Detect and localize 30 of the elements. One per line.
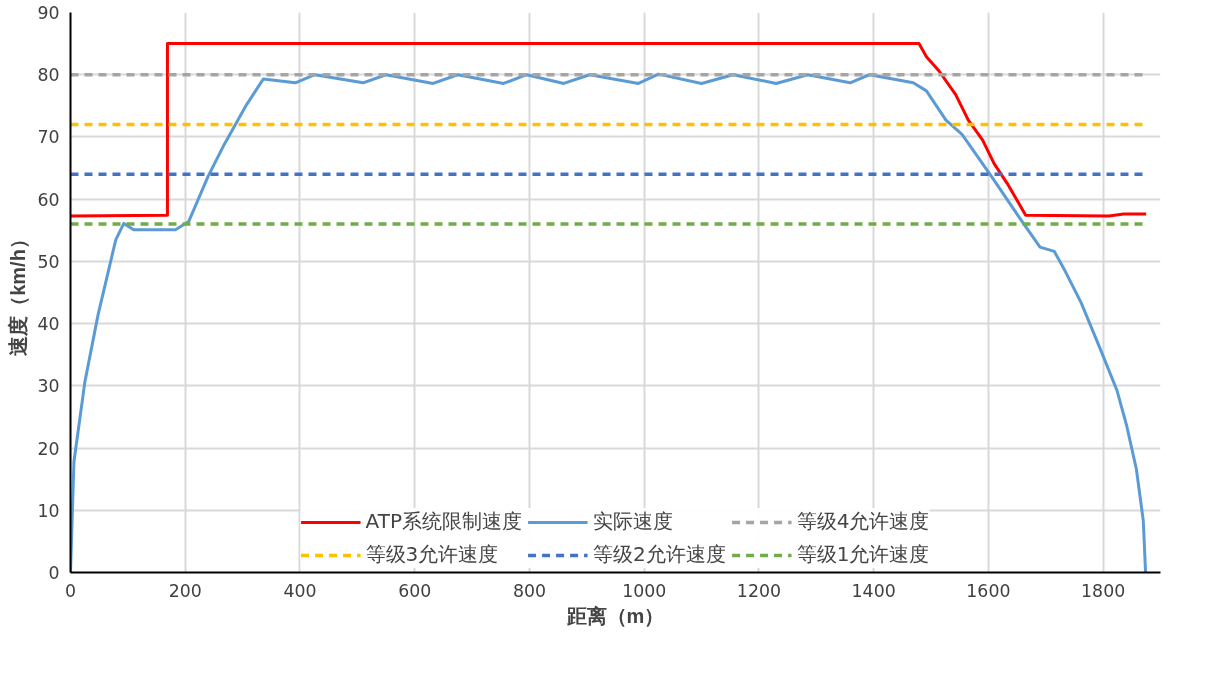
x-tick-label: 800 xyxy=(512,580,546,601)
y-tick-label: 80 xyxy=(37,65,60,86)
legend-label: 等级1允许速度 xyxy=(796,541,930,568)
x-tick-label: 200 xyxy=(168,580,202,601)
x-tick-label: 0 xyxy=(64,580,77,601)
legend-label: ATP系统限制速度 xyxy=(365,508,522,535)
x-tick-label: 1400 xyxy=(851,580,896,601)
x-tick-label: 400 xyxy=(283,580,317,601)
x-axis-title: 距离（m） xyxy=(565,604,665,627)
y-tick-label: 10 xyxy=(37,500,60,521)
y-tick-label: 40 xyxy=(37,314,60,335)
x-tick-label: 600 xyxy=(398,580,432,601)
y-tick-label: 90 xyxy=(37,3,60,23)
line-series xyxy=(70,72,1148,573)
legend-label: 等级3允许速度 xyxy=(365,541,499,568)
y-tick-label: 0 xyxy=(48,563,60,583)
line-series xyxy=(70,42,1148,218)
legend-label: 等级2允许速度 xyxy=(592,541,726,568)
x-tick-label: 1200 xyxy=(736,580,781,601)
legend-label: 等级4允许速度 xyxy=(796,508,930,535)
x-tick-label: 1800 xyxy=(1081,580,1126,601)
y-axis-title: 速度（km/h） xyxy=(7,229,30,356)
y-tick-label: 50 xyxy=(37,251,60,272)
x-tick-label: 1600 xyxy=(966,580,1011,601)
x-tick-label: 1000 xyxy=(622,580,667,601)
y-tick-label: 30 xyxy=(37,376,60,397)
y-tick-label: 60 xyxy=(37,189,60,210)
legend-label: 实际速度 xyxy=(592,508,673,535)
y-tick-label: 70 xyxy=(37,127,60,148)
y-tick-label: 20 xyxy=(37,438,60,459)
